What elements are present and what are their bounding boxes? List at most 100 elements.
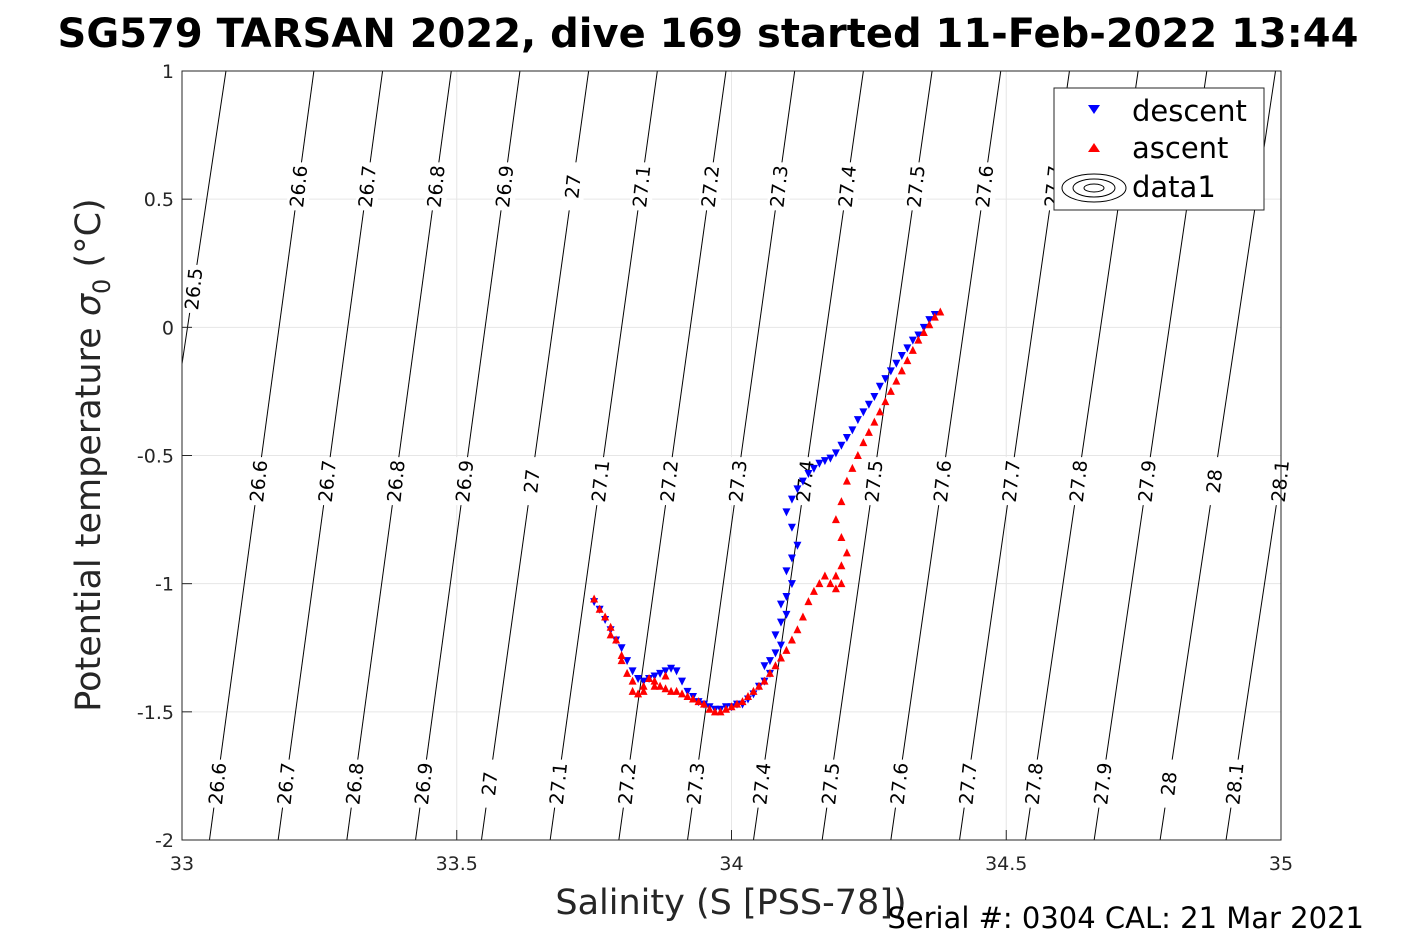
ascent-point (732, 699, 741, 708)
ascent-point (787, 635, 796, 644)
y-axis-label-sigma: σ (69, 292, 109, 316)
ascent-point (711, 707, 720, 716)
descent-point (870, 393, 879, 402)
legend-ascent-label: ascent (1132, 131, 1228, 165)
ascent-point (837, 497, 846, 506)
descent-point (628, 667, 637, 676)
ascent-point (798, 612, 807, 621)
descent-point (793, 541, 802, 550)
descent-point (678, 677, 687, 686)
isopycnal-label-bg (726, 457, 749, 506)
isopycnal-label: 26.7 (355, 164, 381, 208)
legend: descent ascent data1 (1053, 87, 1265, 211)
ascent-point (700, 699, 709, 708)
isopycnal-label-bg (589, 457, 612, 506)
y-axis-label-main: Potential temperature (69, 316, 109, 712)
descent-point (809, 464, 818, 473)
ascent-point (870, 417, 879, 426)
descent-point (831, 449, 840, 458)
isopycnal-label: 27.9 (1090, 762, 1116, 806)
ascent-point (831, 584, 840, 593)
descent-point (864, 400, 873, 409)
isopycnal-label-bg (1157, 759, 1180, 808)
descent-point (782, 567, 791, 576)
descent-point (782, 508, 791, 517)
legend-data1-label: data1 (1132, 170, 1216, 204)
isopycnal-label-bg (615, 759, 638, 808)
isopycnal-label-bg (1067, 457, 1090, 506)
y-tick-label: 1 (162, 61, 174, 83)
isopycnal-label: 27.4 (835, 164, 861, 208)
isopycnal-label: 27.3 (725, 459, 751, 503)
y-tick-label: -2 (155, 830, 174, 852)
ascent-point (612, 635, 621, 644)
isopycnal-label: 27 (561, 173, 585, 199)
ascent-point (837, 533, 846, 542)
isopycnal-label: 27.3 (683, 762, 709, 806)
ascent-point (650, 681, 659, 690)
x-tick-label: 33.5 (436, 853, 478, 875)
isopycnal-label-bg (750, 759, 773, 808)
ascent-point (848, 463, 857, 472)
ascent-point (831, 571, 840, 580)
isopycnal-label-bg (247, 457, 270, 506)
descent-point (925, 316, 934, 325)
descent-point (672, 667, 681, 676)
ascent-point (590, 594, 599, 603)
isopycnal-label: 26.5 (181, 267, 207, 311)
ascent-point (678, 689, 687, 698)
isopycnal-label: 26.7 (315, 459, 341, 503)
ascent-point (859, 438, 868, 447)
descent-point (683, 687, 692, 696)
isopycnal-label-bg (630, 162, 653, 211)
ascent-point (897, 366, 906, 375)
descent-point (798, 477, 807, 486)
descent-point (639, 677, 648, 686)
ascent-point (908, 345, 917, 354)
isopycnal-label-bg (835, 162, 858, 211)
ascent-point (815, 579, 824, 588)
ascent-point (617, 650, 626, 659)
x-tick-label: 35 (1269, 853, 1293, 875)
descent-point (617, 644, 626, 653)
isopycnal-label: 26.6 (246, 459, 272, 503)
descent-point (908, 336, 917, 345)
isopycnal-label: 28 (1203, 468, 1227, 494)
chart-title: SG579 TARSAN 2022, dive 169 started 11-F… (58, 11, 1359, 57)
isopycnal-label-bg (412, 759, 435, 808)
isopycnal-label-bg (315, 457, 338, 506)
descent-point (837, 441, 846, 450)
ascent-point (765, 668, 774, 677)
isopycnal-label: 27 (520, 468, 544, 494)
isopycnal-labels: 26.6 26.7 26.8 26.9 27 27.1 27.2 27.3 27.4 27.5 27… (181, 162, 1294, 808)
isopycnal-label-bg (1223, 759, 1246, 808)
isopycnal-label: 26.6 (286, 164, 312, 208)
ascent-point (689, 694, 698, 703)
ascent-point (639, 681, 648, 690)
descent-point (765, 657, 774, 666)
descent-point (793, 485, 802, 494)
isopycnal-label: 27.5 (861, 459, 887, 503)
ascent-point (694, 697, 703, 706)
legend-descent-label: descent (1132, 94, 1247, 128)
ascent-point (886, 386, 895, 395)
isopycnal-label-bg (520, 457, 543, 506)
isopycnal-label: 27.8 (1066, 459, 1092, 503)
isopycnal-label-bg (547, 759, 570, 808)
isopycnal-label-bg (904, 162, 927, 211)
ascent-point (650, 676, 659, 685)
x-tick-label: 33 (170, 853, 194, 875)
ascent-point (623, 668, 632, 677)
isopycnal-label-bg (478, 759, 501, 808)
y-axis-label: Potential temperature σ0 (°C) (69, 198, 116, 711)
descent-point (881, 375, 890, 384)
isopycnal-label-bg (999, 457, 1022, 506)
isopycnal-label: 27.8 (1022, 762, 1048, 806)
ascent-point (925, 320, 934, 329)
descent-point (760, 662, 769, 671)
isopycnal-line (182, 71, 227, 368)
ascent-point (656, 681, 665, 690)
x-tick-label: 34.5 (985, 853, 1027, 875)
descent-point (892, 359, 901, 368)
ascent-point (820, 571, 829, 580)
